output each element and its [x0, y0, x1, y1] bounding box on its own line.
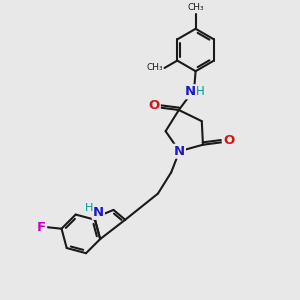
- Text: H: H: [196, 85, 205, 98]
- Text: N: N: [93, 206, 104, 219]
- Text: N: N: [174, 145, 185, 158]
- Text: CH₃: CH₃: [146, 63, 163, 72]
- Text: F: F: [37, 221, 46, 234]
- Text: N: N: [185, 85, 196, 98]
- Text: O: O: [223, 134, 234, 147]
- Text: H: H: [85, 203, 93, 213]
- Text: CH₃: CH₃: [187, 3, 204, 12]
- Text: O: O: [148, 99, 160, 112]
